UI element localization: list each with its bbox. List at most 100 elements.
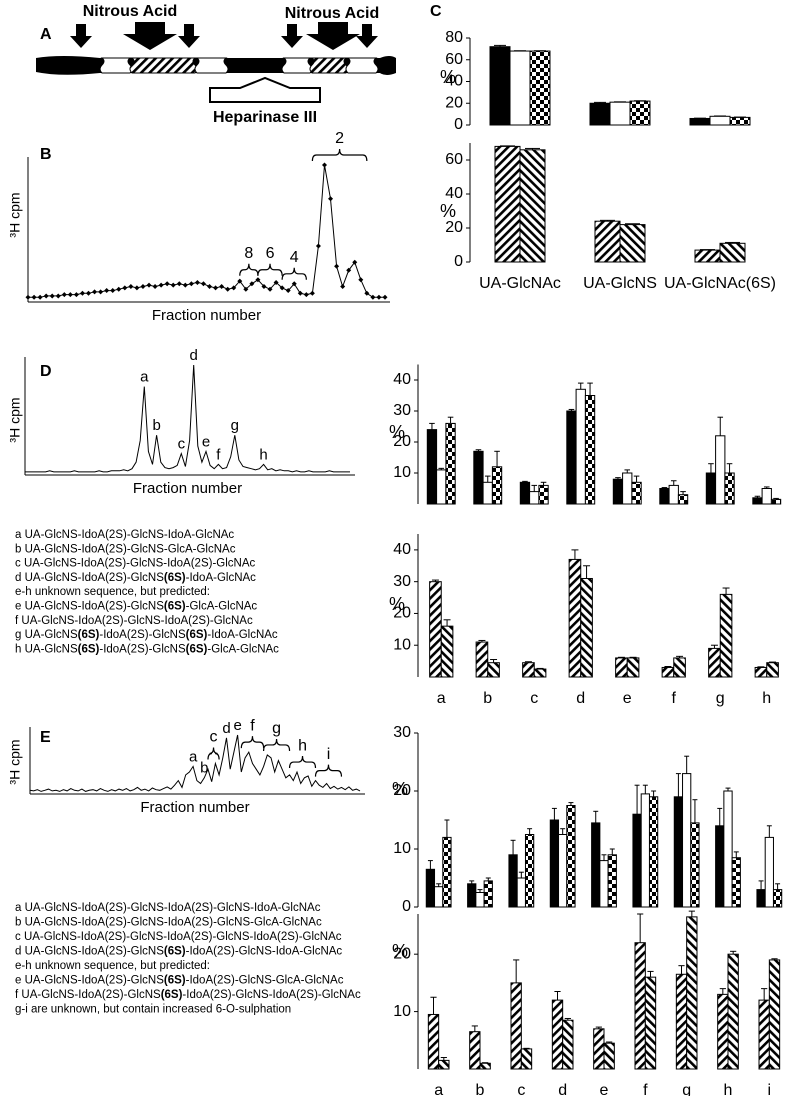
legend-segment: c UA-GlcNS-IdoA(2S)-GlcNS-IdoA(2S)-GlcNA… <box>15 558 256 570</box>
marker <box>122 285 128 291</box>
marker <box>134 285 140 291</box>
legend-segment: (6S) <box>186 629 208 641</box>
marker <box>140 284 146 289</box>
error-bar <box>560 828 566 835</box>
brace <box>311 148 368 162</box>
bar <box>612 478 624 505</box>
bar <box>584 395 596 505</box>
marker <box>188 281 194 287</box>
error-bar <box>583 565 591 579</box>
bar <box>727 953 739 1070</box>
error-bar <box>485 877 491 881</box>
marker <box>104 288 110 294</box>
legend-segment: (6S) <box>164 946 186 958</box>
bar <box>659 488 670 505</box>
marker <box>213 285 219 291</box>
peak-label: h <box>259 446 267 463</box>
peak-label: 2 <box>335 130 344 147</box>
error-bar <box>523 1047 530 1049</box>
error-bar <box>651 790 657 797</box>
brace <box>281 267 307 280</box>
error-bar <box>527 828 533 835</box>
bar <box>491 466 503 505</box>
error-bar <box>692 799 698 823</box>
bar <box>715 825 725 908</box>
marker <box>267 286 273 292</box>
segment <box>309 57 349 74</box>
error-bar <box>531 484 538 492</box>
x-tick-label: d <box>576 690 585 707</box>
peak-label: c <box>210 729 218 746</box>
x-tick-label: b <box>476 1082 485 1096</box>
error-bar <box>500 145 515 147</box>
x-tick-label: e <box>623 690 632 707</box>
bar <box>445 422 456 505</box>
error-bar <box>670 480 677 486</box>
marker <box>49 293 55 299</box>
error-bar <box>647 970 654 978</box>
error-bar <box>771 958 778 960</box>
bar <box>661 666 675 678</box>
bar <box>436 469 447 505</box>
error-bar <box>525 147 540 150</box>
error-bar <box>773 497 779 500</box>
bar <box>593 1028 605 1070</box>
arrow-label: Nitrous Acid <box>83 3 178 20</box>
bar <box>519 149 546 263</box>
bar <box>440 625 454 678</box>
legend-segment: (6S) <box>78 629 100 641</box>
bar <box>689 117 711 126</box>
bar <box>510 982 522 1070</box>
brace <box>239 263 259 276</box>
marker <box>321 162 327 168</box>
peak-label: 8 <box>244 245 253 262</box>
marker <box>279 285 285 291</box>
marker <box>37 294 43 300</box>
legend-line: b UA-GlcNS-IdoA(2S)-GlcNS-GlcA-GlcNAc <box>15 543 236 555</box>
error-bar <box>427 860 433 870</box>
legend-line: d UA-GlcNS-IdoA(2S)-GlcNS(6S)-IdoA-GlcNA… <box>15 572 256 584</box>
bar <box>538 484 549 505</box>
marker <box>73 292 79 298</box>
marker <box>370 294 376 300</box>
x-tick-label: d <box>558 1082 567 1096</box>
bar <box>629 100 651 126</box>
legend-line: e UA-GlcNS-IdoA(2S)-GlcNS(6S)-GlcA-GlcNA… <box>15 601 257 613</box>
error-bar <box>625 223 640 225</box>
legend-segment: e-h unknown sequence, but predicted: <box>15 586 210 598</box>
panel-label: B <box>40 146 52 163</box>
trace <box>25 364 350 473</box>
error-bar <box>440 1057 447 1061</box>
marker <box>309 290 315 296</box>
marker <box>200 281 206 287</box>
peak-label: e <box>202 433 210 450</box>
legend-segment: f UA-GlcNS-IdoA(2S)-GlcNS-IdoA(2S)-GlcNA… <box>15 615 253 627</box>
error-bar <box>769 661 777 663</box>
marker <box>79 290 85 296</box>
error-bar <box>430 996 437 1015</box>
marker <box>43 293 49 299</box>
bar <box>562 1019 574 1070</box>
legend-segment: b UA-GlcNS-IdoA(2S)-GlcNS-GlcA-GlcNAc <box>15 543 236 555</box>
error-bar <box>600 219 615 222</box>
error-bar <box>554 991 561 1001</box>
y-tick-label: 20 <box>445 219 463 236</box>
error-bar <box>766 825 772 838</box>
error-bar <box>601 854 607 861</box>
error-bar <box>475 449 482 452</box>
bar <box>475 892 485 908</box>
error-bar <box>688 910 695 917</box>
bar <box>575 388 586 505</box>
error-bar <box>471 1025 478 1032</box>
x-tick-label: f <box>672 690 677 707</box>
y-tick-label: 0 <box>402 898 411 915</box>
error-bar <box>725 241 740 244</box>
y-tick-label: 20 <box>445 94 463 111</box>
arrow <box>281 24 303 48</box>
trace <box>29 734 361 792</box>
marker <box>219 284 225 289</box>
y-tick-label: 0 <box>454 116 463 133</box>
bar <box>549 819 560 908</box>
bar <box>631 481 642 505</box>
bar <box>524 834 535 908</box>
